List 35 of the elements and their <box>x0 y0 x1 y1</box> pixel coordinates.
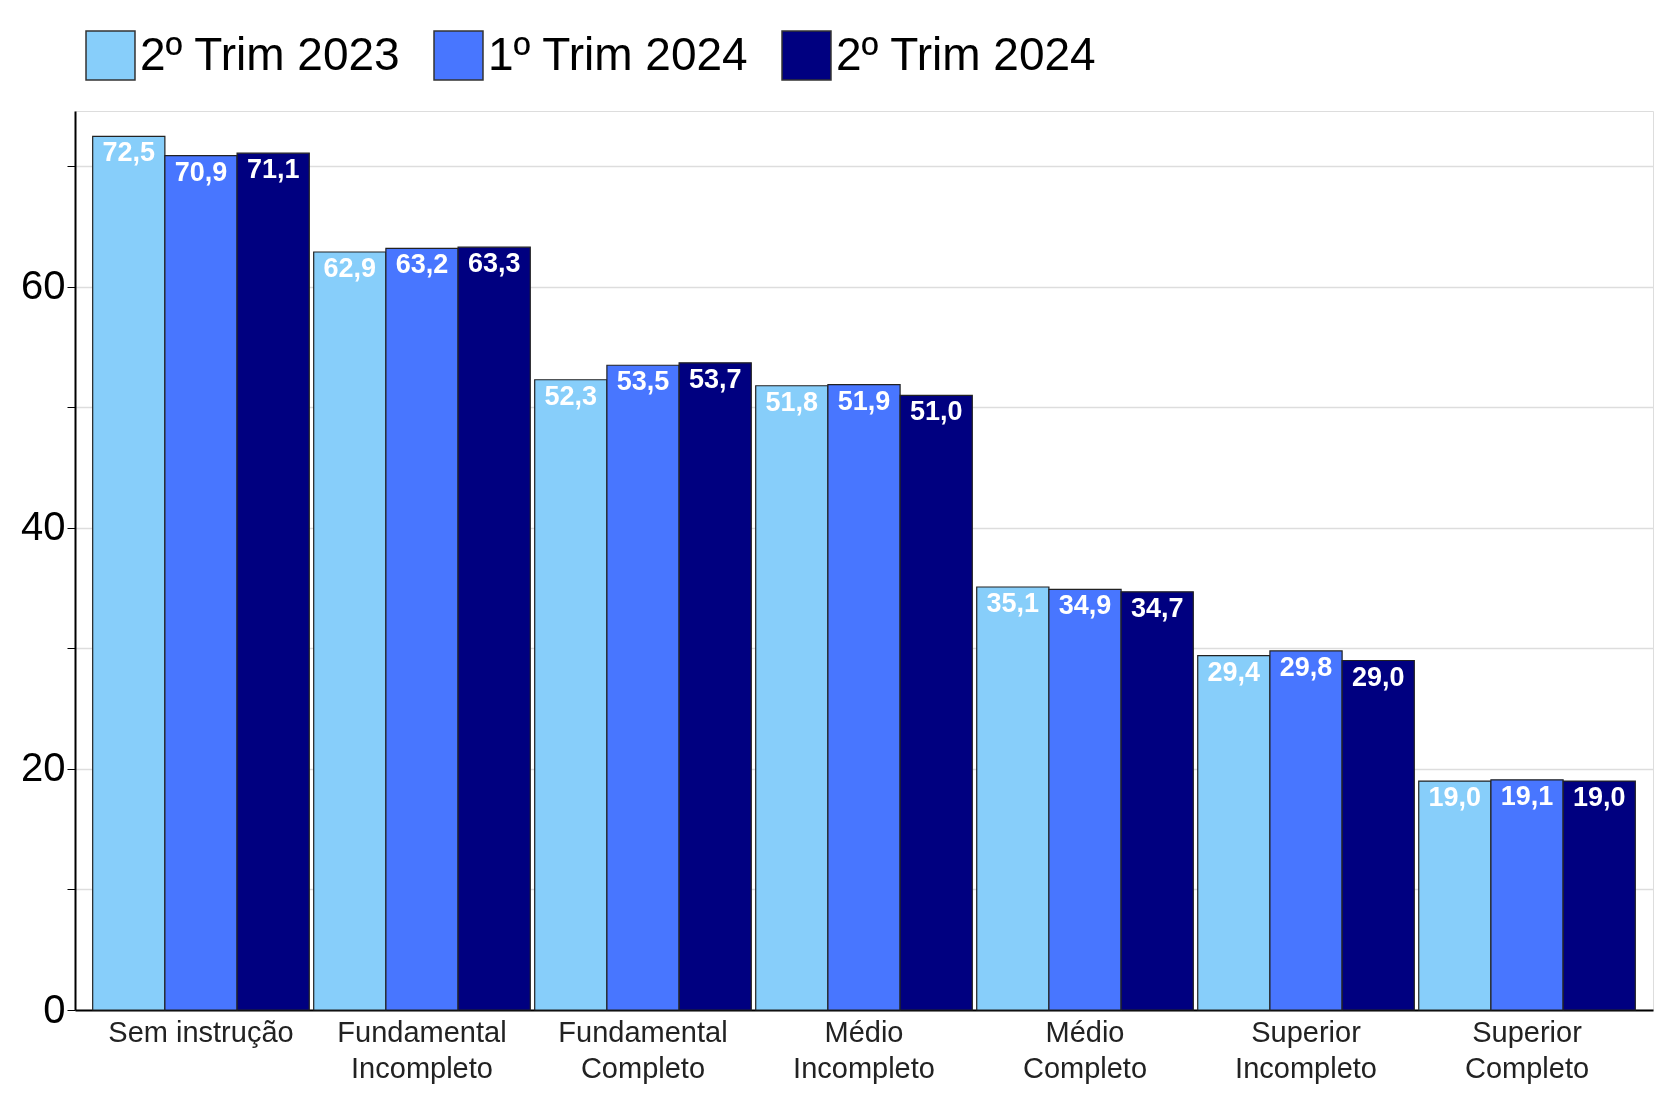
data-label: 19,0 <box>1572 782 1626 813</box>
legend-label: 1º Trim 2024 <box>488 27 748 80</box>
data-label: 62,9 <box>323 253 377 283</box>
data-label: 35,1 <box>986 588 1040 619</box>
y-tick-label: 40 <box>21 504 66 549</box>
data-label: 34,9 <box>1058 590 1112 621</box>
data-label: 29,8 <box>1279 651 1333 682</box>
data-label: 51,0 <box>909 396 963 427</box>
data-label: 29,4 <box>1207 656 1261 687</box>
legend-label: 2º Trim 2024 <box>836 27 1096 80</box>
data-label: 29,0 <box>1351 661 1405 692</box>
data-label: 51,8 <box>765 386 819 417</box>
data-label: 70,9 <box>174 156 228 187</box>
legend-label: 2º Trim 2023 <box>140 27 400 80</box>
x-tick-label: Fundamental Incompleto <box>337 1015 507 1084</box>
data-label: 51,9 <box>837 385 891 416</box>
x-tick-label: Médio Completo <box>1022 1015 1148 1084</box>
data-label: 19,1 <box>1500 780 1554 811</box>
data-label: 71,1 <box>246 154 300 185</box>
x-tick-label: Superior Completo <box>1464 1015 1590 1084</box>
data-label: 63,3 <box>467 248 521 279</box>
data-label: 19,0 <box>1428 782 1482 813</box>
x-tick-label: Sem instrução <box>108 1015 294 1048</box>
x-tick-label: Médio Incompleto <box>793 1015 935 1084</box>
data-label: 53,5 <box>616 366 670 397</box>
y-tick-label: 0 <box>43 986 66 1031</box>
data-label: 53,7 <box>688 363 742 394</box>
x-tick-label: Fundamental Completo <box>558 1015 728 1084</box>
y-tick-label: 20 <box>21 745 66 790</box>
x-tick-label: Superior Incompleto <box>1235 1015 1377 1084</box>
data-label: 63,2 <box>395 249 449 280</box>
y-tick-label: 60 <box>21 263 66 308</box>
data-label: 72,5 <box>102 137 156 168</box>
data-label: 34,7 <box>1130 592 1184 623</box>
data-label: 52,3 <box>544 380 598 411</box>
